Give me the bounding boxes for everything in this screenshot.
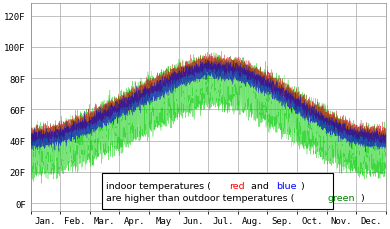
- Bar: [101, 174, 333, 210]
- Text: red: red: [229, 181, 245, 190]
- Text: green: green: [328, 193, 355, 202]
- Text: blue: blue: [276, 181, 296, 190]
- Text: indoor temperatures (: indoor temperatures (: [106, 181, 211, 190]
- Text: ): ): [300, 181, 303, 190]
- Text: are higher than outdoor temperatures (: are higher than outdoor temperatures (: [106, 193, 294, 202]
- Text: and: and: [248, 181, 271, 190]
- Text: ): ): [360, 193, 363, 202]
